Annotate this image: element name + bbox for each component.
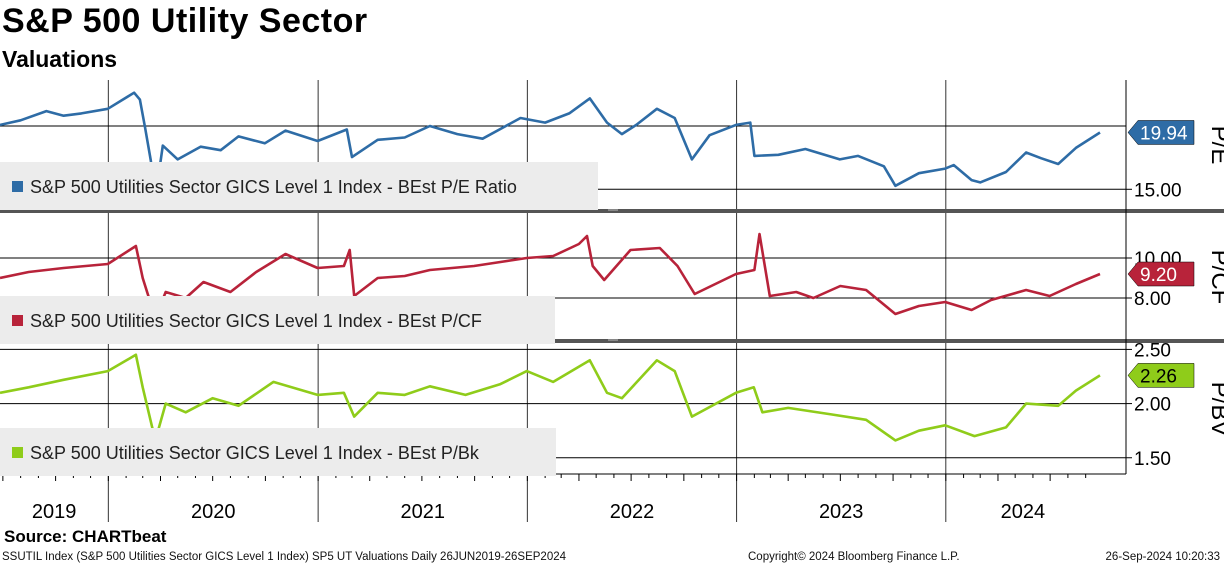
last-value-marker xyxy=(1127,120,1195,145)
x-tick-label: 2020 xyxy=(191,501,236,523)
x-tick-label: 2021 xyxy=(400,501,445,523)
y-tick-label: 2.00 xyxy=(1134,395,1171,416)
y-axis-title: P/E xyxy=(1206,126,1224,165)
legend-box xyxy=(0,428,556,476)
last-value-label: 19.94 xyxy=(1140,123,1188,144)
panel-pbv: 2.50 2.00 1.50 S&P 500 Utilities Sector GIC… xyxy=(0,340,1224,476)
footer-ticker-info: SSUTIL Index (S&P 500 Utilities Sector G… xyxy=(2,551,566,563)
last-value-tag: 9.20 xyxy=(1127,261,1195,287)
last-value-label: 2.26 xyxy=(1140,366,1177,387)
last-value-tag: 2.26 xyxy=(1127,363,1195,388)
x-tick-label: 2022 xyxy=(610,501,655,523)
y-axis-title: P/CF xyxy=(1206,250,1224,305)
footer-timestamp: 26-Sep-2024 10:20:33 xyxy=(1105,551,1220,563)
y-tick-label: 8.00 xyxy=(1134,289,1171,310)
chart-subtitle: Valuations xyxy=(2,46,118,72)
last-value-label: 9.20 xyxy=(1140,265,1177,286)
legend-swatch xyxy=(12,315,23,326)
chart-canvas: 2019 2020 2021 2022 2023 2024 15.00 S&P 500 Uti… xyxy=(0,80,1224,523)
chart-title: S&P 500 Utility Sector xyxy=(2,2,368,40)
footer-copyright: Copyright© 2024 Bloomberg Finance L.P. xyxy=(748,551,960,563)
y-axis-title: P/BV xyxy=(1206,382,1224,437)
series-line-pbv xyxy=(0,353,1101,442)
legend-label: S&P 500 Utilities Sector GICS Level 1 In… xyxy=(30,177,517,197)
legend-box xyxy=(0,162,598,210)
legend-label: S&P 500 Utilities Sector GICS Level 1 In… xyxy=(30,311,482,331)
source-label: Source: CHARTbeat xyxy=(4,527,167,546)
y-tick-label: 15.00 xyxy=(1134,180,1182,201)
panel-pe: 15.00 S&P 500 Utilities Sector GICS Level… xyxy=(0,91,1224,210)
panel-divider xyxy=(0,209,1224,213)
y-tick-label: 1.50 xyxy=(1134,449,1171,470)
legend-swatch xyxy=(12,447,23,458)
x-tick-label: 2019 xyxy=(32,501,77,523)
legend-label: S&P 500 Utilities Sector GICS Level 1 In… xyxy=(30,443,480,463)
x-tick-label: 2023 xyxy=(819,501,864,523)
panel-pcf: 10.008.00S&P 500 Utilities Sector GICS L… xyxy=(0,232,1224,344)
x-tick-label: 2024 xyxy=(1001,501,1046,523)
legend-box xyxy=(0,296,555,344)
last-value-marker xyxy=(1127,261,1195,287)
legend-swatch xyxy=(12,181,23,192)
panel-divider xyxy=(0,339,1224,343)
last-value-marker xyxy=(1127,363,1195,388)
last-value-tag: 19.94 xyxy=(1127,120,1195,145)
y-tick-label: 2.50 xyxy=(1134,340,1171,361)
